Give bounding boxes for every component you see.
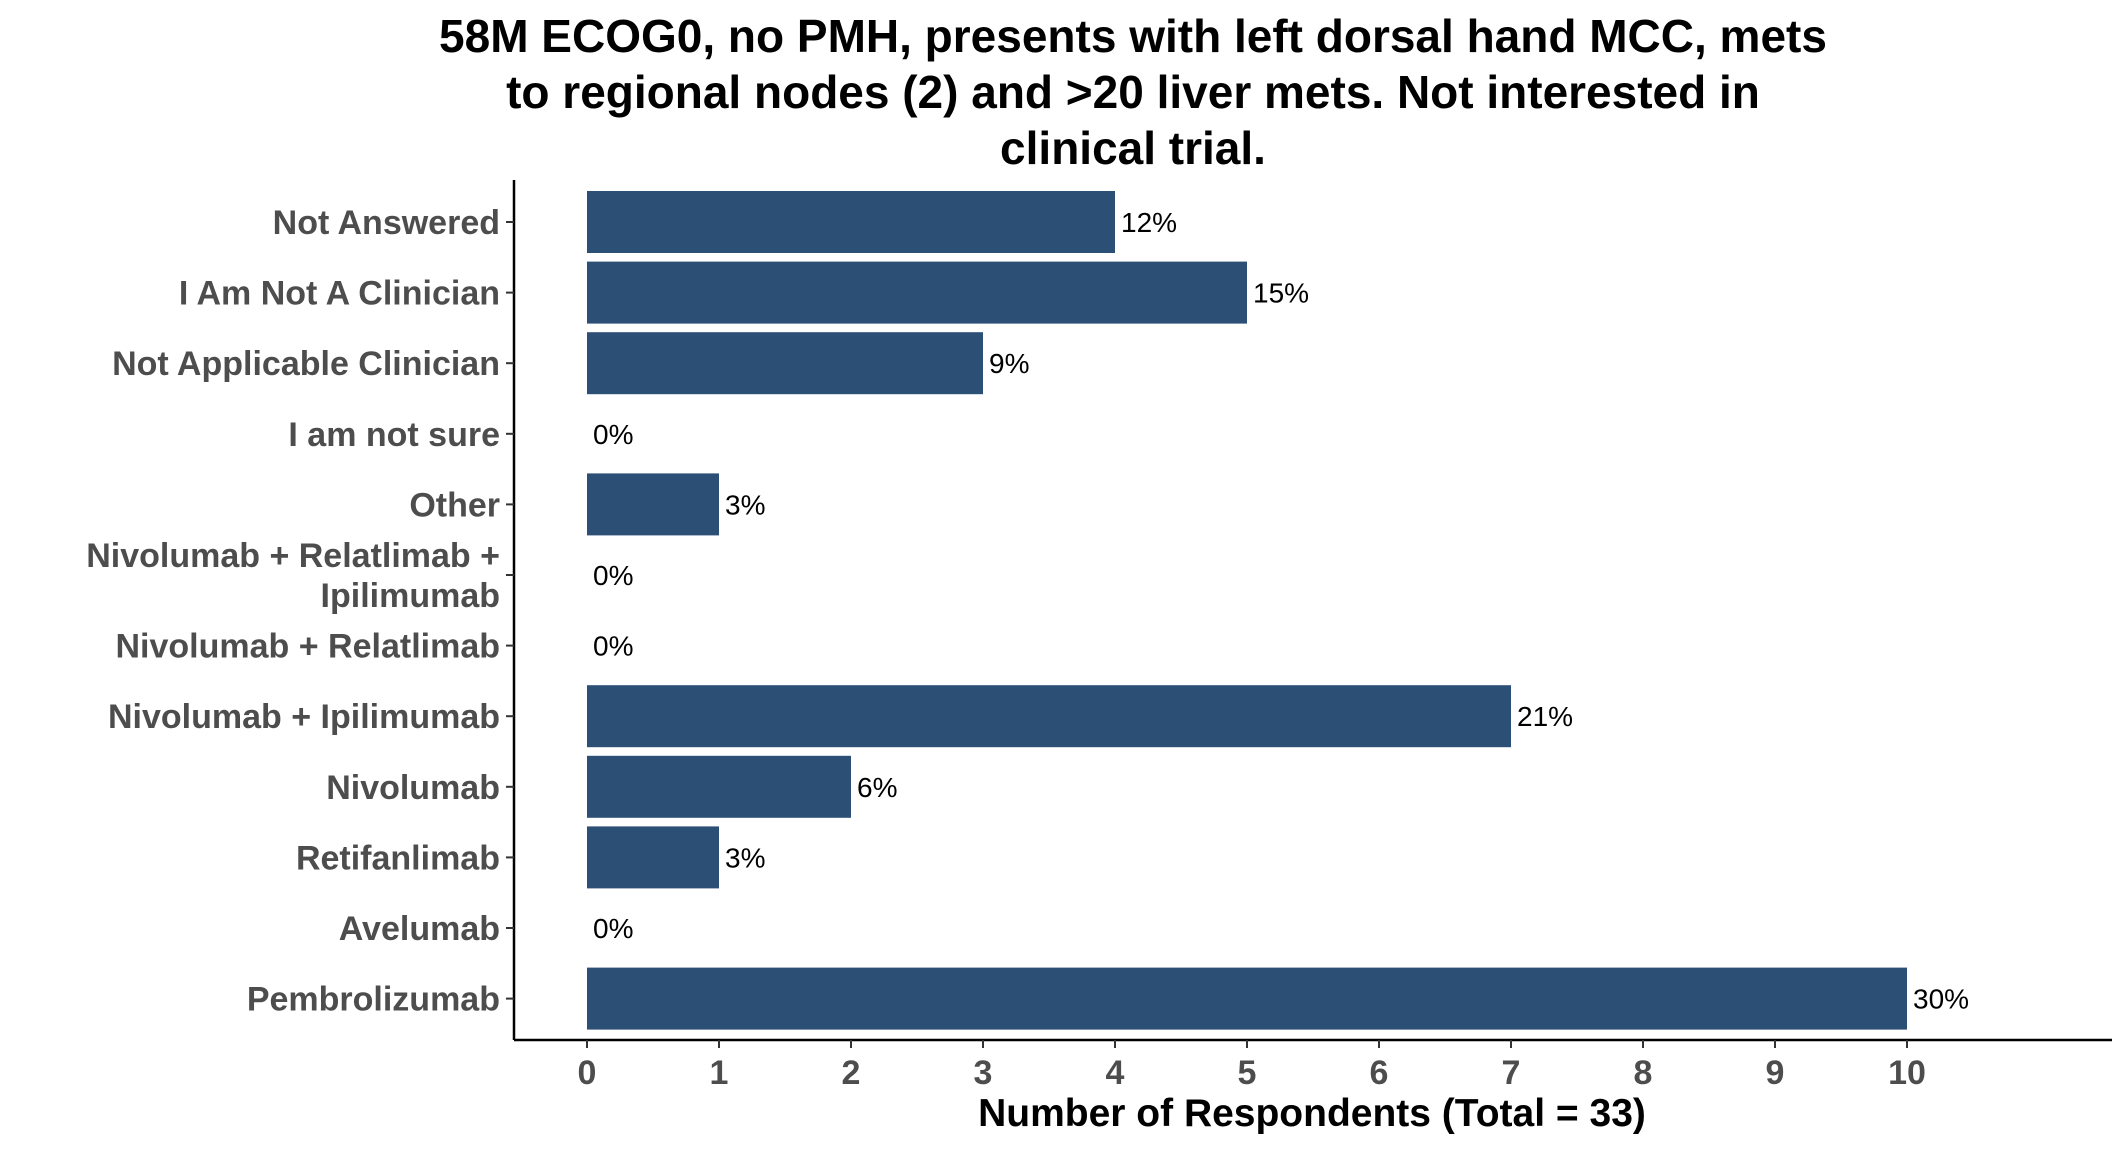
data-label: 9%	[989, 348, 1029, 379]
x-tick-label: 6	[1370, 1054, 1389, 1092]
data-labels: 12% 15% 9% 0% 3% 0% 0% 21% 6% 3% 0% 30%	[593, 207, 1969, 1015]
data-label: 21%	[1517, 701, 1573, 732]
x-tick-label: 8	[1634, 1054, 1653, 1092]
x-tick-label: 4	[1106, 1054, 1125, 1092]
x-tick-label: 10	[1888, 1054, 1926, 1092]
x-tick-label: 9	[1766, 1054, 1785, 1092]
bar	[587, 191, 1115, 253]
bar	[587, 473, 719, 536]
bar	[587, 261, 1247, 324]
bar	[587, 967, 1907, 1030]
chart-title: 58M ECOG0, no PMH, presents with left do…	[439, 10, 1827, 174]
bar	[587, 332, 983, 395]
bar	[587, 755, 851, 818]
category-label: Not Applicable Clinician	[112, 345, 500, 383]
x-axis-title: Number of Respondents (Total = 33)	[978, 1092, 1646, 1135]
data-label: 0%	[593, 631, 633, 662]
data-label: 0%	[593, 560, 633, 591]
chart-title-line: to regional nodes (2) and >20 liver mets…	[506, 66, 1760, 118]
bar	[587, 826, 719, 889]
category-label: Nivolumab	[326, 769, 500, 807]
category-label: Avelumab	[339, 910, 500, 948]
category-label: Ipilimumab	[321, 577, 500, 615]
category-label: Pembrolizumab	[247, 981, 500, 1019]
data-label: 30%	[1913, 984, 1969, 1015]
category-label: Retifanlimab	[296, 839, 500, 877]
data-label: 15%	[1253, 278, 1309, 309]
data-label: 0%	[593, 419, 633, 450]
x-tick-label: 5	[1238, 1054, 1257, 1092]
x-tick-label: 0	[578, 1054, 597, 1092]
x-tick-label: 3	[974, 1054, 993, 1092]
x-tick-label: 7	[1502, 1054, 1521, 1092]
bar	[587, 685, 1511, 748]
data-label: 6%	[857, 772, 897, 803]
y-axis: Not Answered I Am Not A Clinician Not Appl…	[86, 180, 516, 1040]
category-label: Not Answered	[273, 204, 500, 242]
chart-title-line: 58M ECOG0, no PMH, presents with left do…	[439, 10, 1827, 62]
x-tick-label: 2	[842, 1054, 861, 1092]
category-label: Nivolumab + Relatlimab	[116, 628, 501, 666]
data-label: 12%	[1121, 207, 1177, 238]
data-label: 3%	[725, 842, 765, 873]
category-label: I am not sure	[288, 416, 500, 454]
chart-title-line: clinical trial.	[1000, 122, 1266, 174]
x-axis: 0 1 2 3 4 5 6 7 8 9 10	[514, 1038, 2112, 1092]
data-label: 0%	[593, 913, 633, 944]
category-label: Other	[409, 486, 500, 524]
bars	[587, 191, 1907, 1030]
category-label: I Am Not A Clinician	[179, 275, 500, 313]
category-label: Nivolumab + Relatlimab +	[86, 537, 500, 575]
data-label: 3%	[725, 489, 765, 520]
x-tick-label: 1	[710, 1054, 729, 1092]
category-label: Nivolumab + Ipilimumab	[108, 698, 500, 736]
